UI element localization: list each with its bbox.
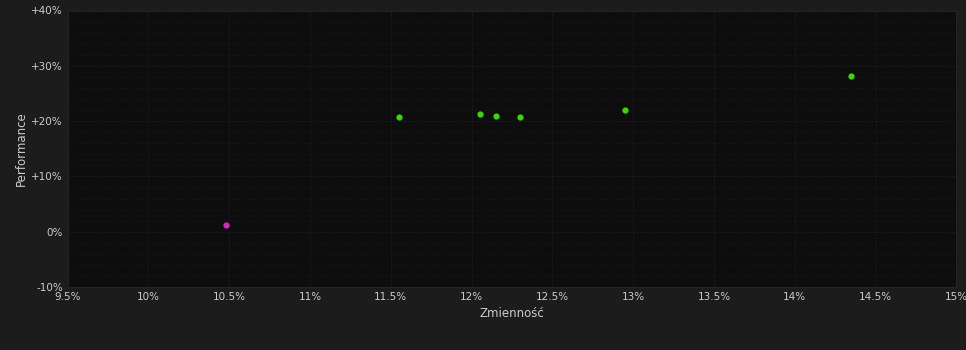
Point [488, 113, 503, 118]
Point [391, 114, 407, 119]
X-axis label: Zmienność: Zmienność [479, 307, 545, 320]
Point [617, 107, 633, 113]
Point [218, 222, 234, 228]
Point [843, 73, 859, 78]
Point [512, 114, 527, 119]
Y-axis label: Performance: Performance [15, 111, 28, 186]
Point [472, 111, 488, 117]
